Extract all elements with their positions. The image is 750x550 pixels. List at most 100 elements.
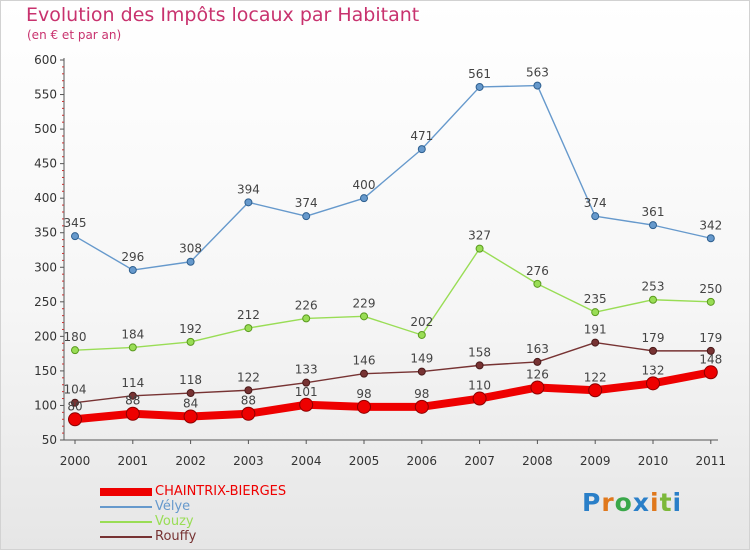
- x-tick-label: 2011: [696, 454, 727, 468]
- data-point: [186, 389, 195, 398]
- logo-letter: r: [601, 488, 615, 517]
- data-label: 110: [468, 379, 491, 393]
- data-label: 98: [356, 387, 371, 401]
- data-point: [706, 297, 715, 306]
- logo-letter: o: [614, 488, 633, 517]
- data-point: [244, 324, 253, 333]
- data-point: [302, 378, 311, 387]
- data-label: 327: [468, 229, 491, 243]
- data-point: [299, 397, 314, 412]
- data-label: 212: [237, 308, 260, 322]
- data-point: [71, 398, 79, 407]
- data-label: 250: [699, 282, 722, 296]
- legend-label: Vouzy: [155, 514, 194, 529]
- data-point: [414, 399, 429, 414]
- data-label: 146: [353, 354, 376, 368]
- y-tick-label: 150: [34, 364, 57, 378]
- data-point: [244, 386, 253, 395]
- x-tick-label: 2005: [349, 454, 380, 468]
- data-label: 308: [179, 242, 202, 256]
- data-label: 148: [699, 352, 722, 366]
- data-label: 253: [642, 280, 665, 294]
- data-point: [186, 257, 195, 266]
- y-tick-label: 350: [34, 226, 57, 240]
- data-label: 471: [410, 129, 433, 143]
- data-point: [591, 338, 600, 347]
- data-point: [533, 357, 542, 366]
- x-tick-label: 2004: [291, 454, 322, 468]
- data-label: 180: [64, 330, 87, 344]
- data-point: [71, 232, 79, 241]
- data-label: 158: [468, 345, 491, 359]
- data-point: [530, 380, 545, 395]
- data-point: [128, 343, 137, 352]
- y-tick-label: 450: [34, 157, 57, 171]
- proxiti-logo: Proxiti: [582, 488, 682, 517]
- legend-label: CHAINTRIX-BIERGES: [155, 484, 287, 499]
- data-point: [128, 266, 137, 275]
- data-label: 149: [410, 352, 433, 366]
- y-tick-label: 100: [34, 398, 57, 412]
- y-tick-label: 600: [34, 53, 57, 67]
- x-tick-label: 2003: [233, 454, 264, 468]
- data-label: 226: [295, 298, 318, 312]
- series-line-0: [71, 368, 715, 424]
- data-point: [649, 221, 657, 230]
- data-label: 361: [642, 205, 665, 219]
- data-point: [646, 376, 660, 391]
- chart-title: Evolution des Impôts locaux par Habitant: [26, 4, 420, 26]
- data-point: [706, 346, 715, 355]
- data-point: [417, 330, 426, 339]
- data-label: 345: [64, 216, 87, 230]
- data-label: 114: [121, 376, 144, 390]
- data-point: [475, 82, 484, 91]
- data-point: [649, 295, 657, 304]
- data-point: [302, 314, 311, 323]
- data-label: 374: [584, 196, 607, 210]
- data-point: [68, 412, 82, 427]
- data-label: 80: [67, 399, 82, 413]
- data-label: 191: [584, 323, 607, 337]
- data-point: [706, 234, 715, 243]
- data-label: 394: [237, 182, 260, 196]
- y-tick-label: 400: [34, 191, 57, 205]
- logo-letter: P: [582, 488, 602, 517]
- data-point: [360, 194, 368, 203]
- data-label: 184: [121, 327, 144, 341]
- data-label: 101: [295, 385, 318, 399]
- data-label: 563: [526, 66, 549, 80]
- logo-letter: i: [650, 488, 660, 517]
- legend-label: Rouffy: [155, 529, 197, 544]
- x-tick-label: 2002: [175, 454, 206, 468]
- data-point: [533, 81, 542, 90]
- data-label: 84: [183, 397, 198, 411]
- data-label: 133: [295, 363, 318, 377]
- x-tick-label: 2007: [464, 454, 495, 468]
- data-point: [244, 198, 253, 207]
- data-label: 561: [468, 67, 491, 81]
- data-point: [241, 406, 256, 421]
- legend-swatch: [100, 506, 152, 508]
- data-point: [475, 244, 484, 253]
- data-label: 132: [642, 363, 665, 377]
- data-point: [186, 337, 195, 346]
- data-point: [302, 212, 311, 221]
- logo-letter: x: [632, 488, 650, 517]
- data-label: 118: [179, 373, 202, 387]
- series-line-2: [74, 247, 712, 351]
- data-label: 104: [64, 383, 87, 397]
- x-tick-label: 2009: [580, 454, 611, 468]
- x-tick-label: 2006: [407, 454, 438, 468]
- data-label: 163: [526, 342, 549, 356]
- data-point: [475, 361, 484, 370]
- data-label: 122: [237, 370, 260, 384]
- data-point: [357, 399, 371, 414]
- data-label: 122: [584, 370, 607, 384]
- chart-subtitle: (en € et par an): [27, 28, 122, 42]
- data-label: 229: [353, 296, 376, 310]
- x-tick-label: 2008: [522, 454, 553, 468]
- logo-letter: i: [672, 488, 683, 517]
- legend-label: Vélye: [155, 499, 191, 514]
- logo-letter: t: [659, 488, 673, 517]
